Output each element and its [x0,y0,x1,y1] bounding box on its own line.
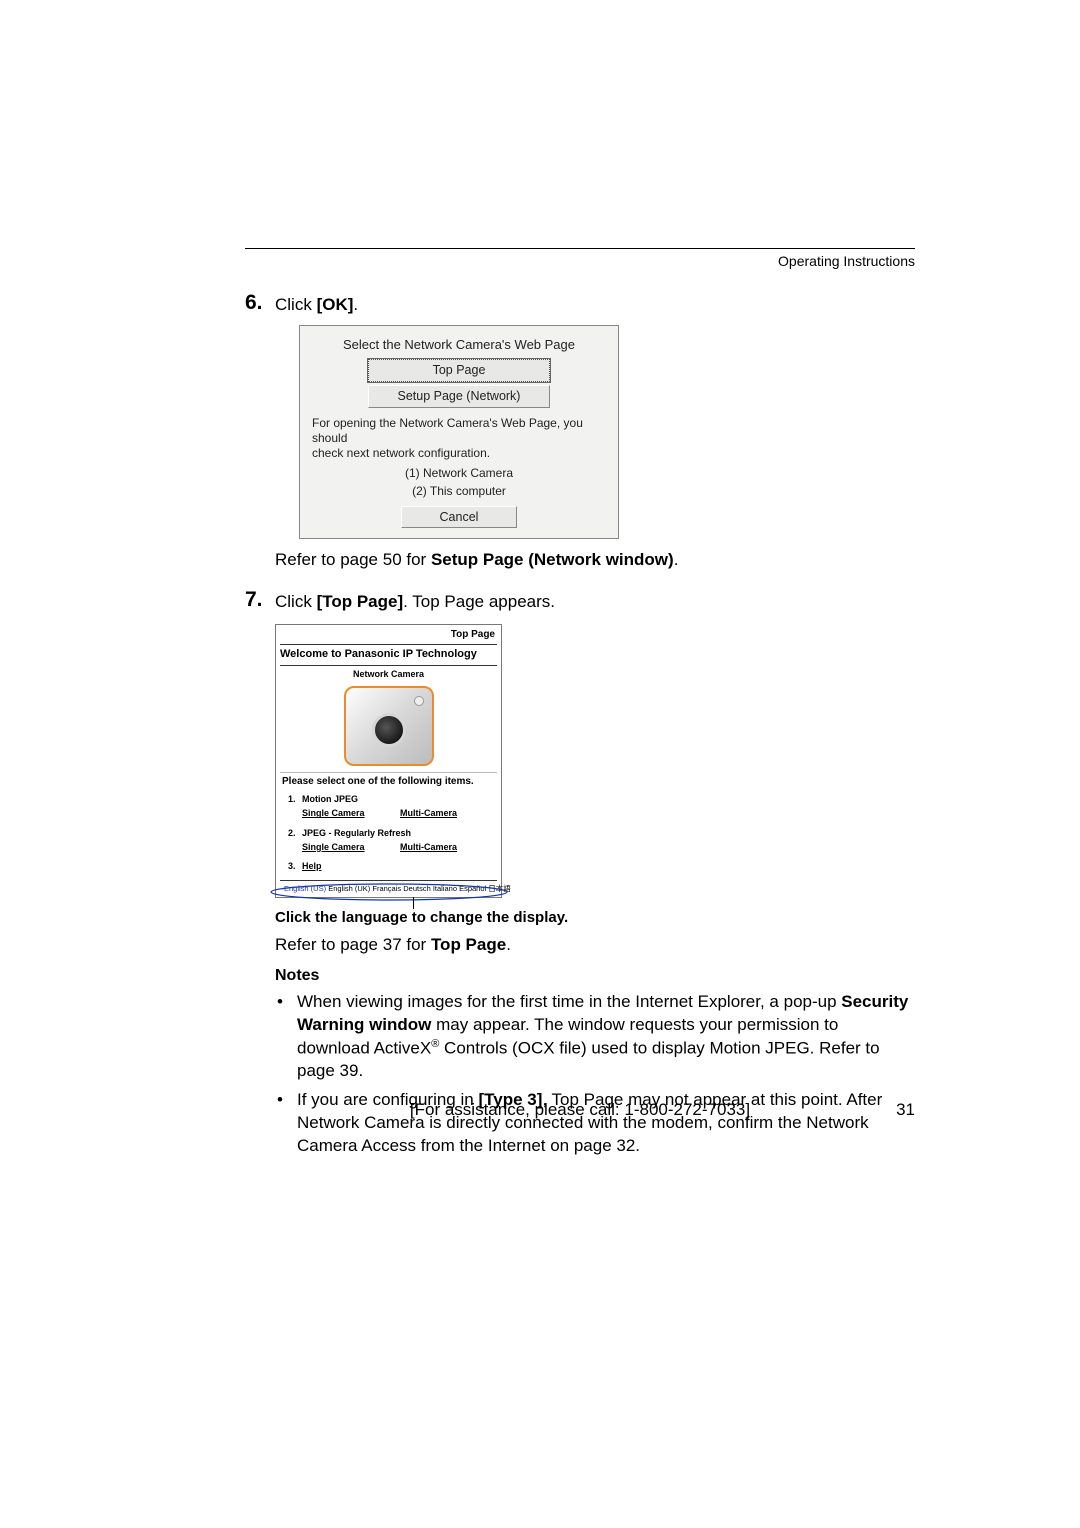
dialog-item1: (1) Network Camera [312,465,606,481]
step7-ref: Refer to page 37 for Top Page. [275,934,915,957]
tp-row-2: 2. JPEG - Regularly Refresh [276,826,501,841]
tp-row3-num: 3. [288,860,302,872]
cancel-button[interactable]: Cancel [401,506,517,529]
tp-row1-label: Motion JPEG [302,793,358,805]
dialog-item2: (2) This computer [312,483,606,499]
step6-text-before: Click [275,295,317,314]
tp-select-title: Please select one of the following items… [276,773,501,793]
dialog-note-line2: check next network configuration. [312,446,490,460]
language-note: Click the language to change the display… [275,908,915,928]
header-title: Operating Instructions [245,253,915,269]
step6-ref-pre: Refer to page 50 for [275,550,431,569]
step7-ref-bold: Top Page [431,935,506,954]
step-7-number: 7. [245,588,269,612]
top-page-button[interactable]: Top Page [368,359,550,382]
page-number: 31 [875,1100,915,1120]
lang-active[interactable]: English (US) [284,884,326,893]
assistance-text: [For assistance, please call: 1-800-272-… [285,1100,875,1120]
setup-page-button[interactable]: Setup Page (Network) [368,385,550,408]
tp-row2-num: 2. [288,827,302,839]
dialog-note-line1: For opening the Network Camera's Web Pag… [312,416,583,445]
tp-title: Top Page [276,625,501,644]
tp-row2-label: JPEG - Regularly Refresh [302,827,411,839]
help-link[interactable]: Help [302,860,322,872]
dialog-select-webpage: Select the Network Camera's Web Page Top… [299,325,619,540]
page-footer: [For assistance, please call: 1-800-272-… [245,1100,915,1120]
step-6-number: 6. [245,291,269,315]
step6-ref: Refer to page 50 for Setup Page (Network… [275,549,915,572]
step-7: 7. Click [Top Page]. Top Page appears. T… [245,588,915,1164]
camera-image [344,686,434,766]
tp-row1-num: 1. [288,793,302,805]
notes-list: When viewing images for the first time i… [275,991,915,1158]
notes-heading: Notes [275,965,915,987]
camera-lens [372,713,406,747]
language-bar[interactable]: English (US) English (UK) Français Deuts… [276,881,501,897]
step6-ref-post: . [674,550,679,569]
lang-rest[interactable]: English (UK) Français Deutsch Italiano E… [328,884,511,893]
dialog-note: For opening the Network Camera's Web Pag… [312,416,606,461]
b1-l1: When viewing images for the first time i… [297,992,841,1011]
tp-camera-title: Network Camera [276,666,501,682]
step7-ref-post: . [506,935,511,954]
step6-ok: [OK] [317,295,354,314]
language-note-text: Click the language to change the display… [275,909,568,926]
camera-led [414,696,424,706]
single-camera-link-2[interactable]: Single Camera [302,841,400,853]
step-7-body: Click [Top Page]. Top Page appears. Top … [275,588,915,1164]
multi-camera-link-1[interactable]: Multi-Camera [400,807,457,819]
step7-pre: Click [275,592,317,611]
multi-camera-link-2[interactable]: Multi-Camera [400,841,457,853]
header-rule [245,248,915,249]
step6-ref-bold: Setup Page (Network window) [431,550,674,569]
step-6: 6. Click [OK]. Select the Network Camera… [245,291,915,582]
step7-ref-pre: Refer to page 37 for [275,935,431,954]
step-6-body: Click [OK]. Select the Network Camera's … [275,291,915,582]
tp-row-1: 1. Motion JPEG [276,792,501,807]
step7-post: . Top Page appears. [403,592,555,611]
arrow-line [413,897,414,909]
step6-period: . [353,295,358,314]
single-camera-link-1[interactable]: Single Camera [302,807,400,819]
top-page-window: Top Page Welcome to Panasonic IP Technol… [275,624,502,898]
step7-tp-bold: [Top Page] [317,592,404,611]
tp-linkrow-2: Single Camera Multi-Camera [276,841,501,859]
tp-row-3: 3. Help [276,859,501,880]
tp-linkrow-1: Single Camera Multi-Camera [276,807,501,825]
note-bullet-1: When viewing images for the first time i… [275,991,915,1083]
tp-welcome: Welcome to Panasonic IP Technology [276,645,501,665]
dialog-heading: Select the Network Camera's Web Page [312,336,606,354]
